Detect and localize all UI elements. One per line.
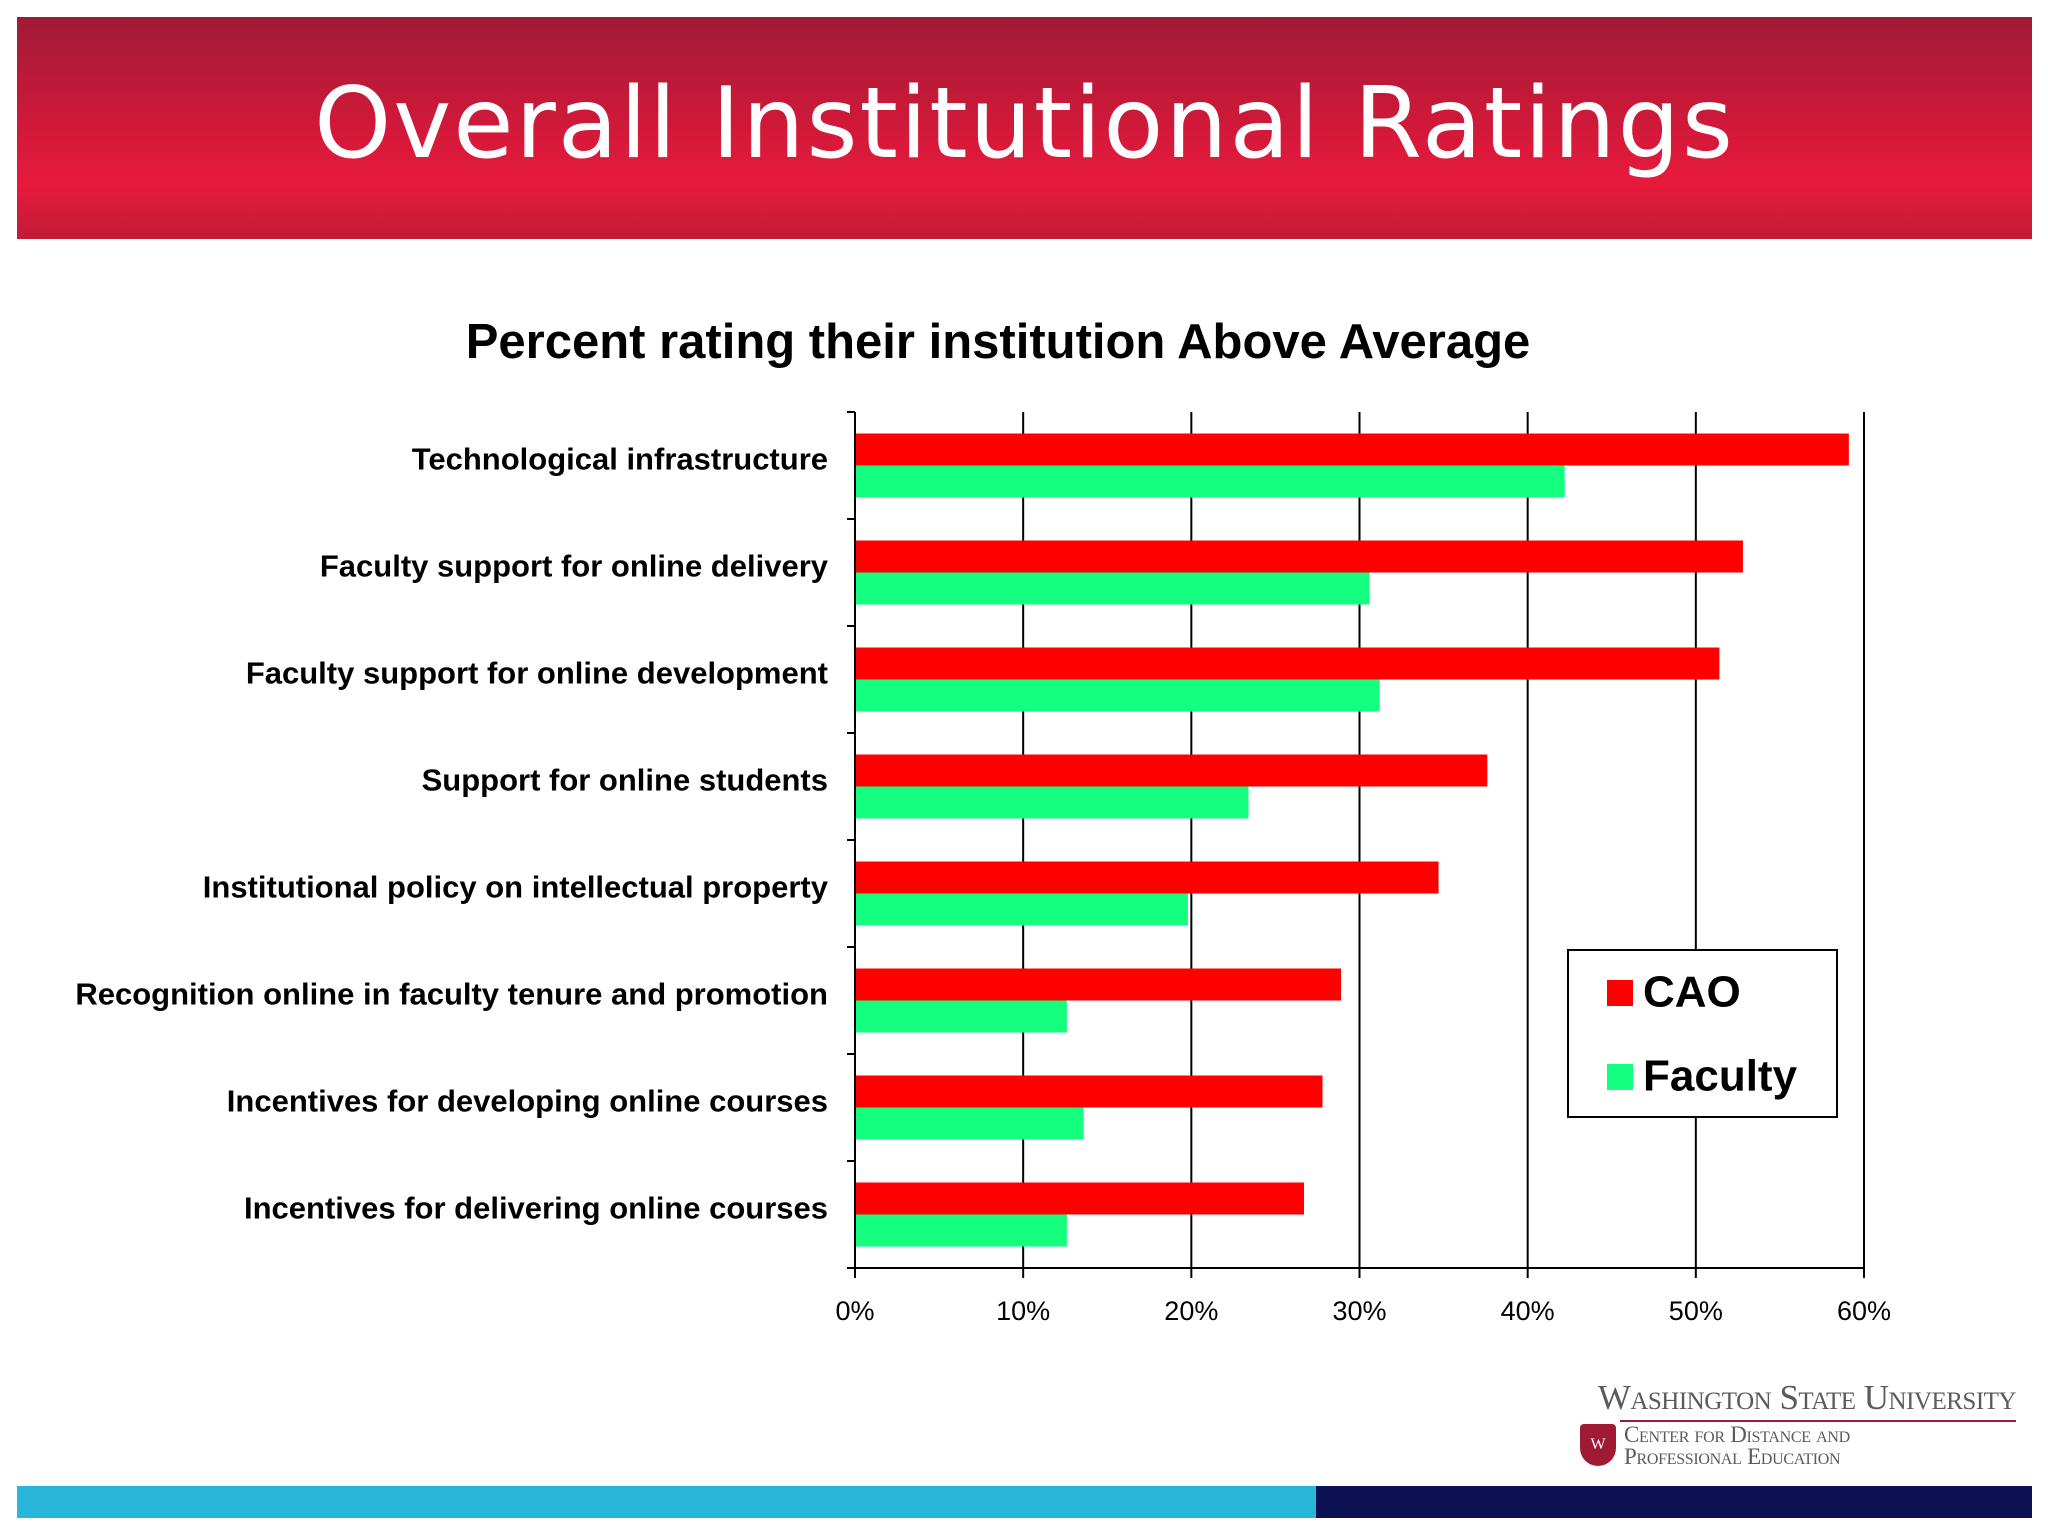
bar-cao (855, 540, 1743, 573)
bar-cao (855, 861, 1439, 894)
bar-cao (855, 968, 1342, 1001)
legend-swatch-cao (1607, 980, 1633, 1006)
category-label: Faculty support for online delivery (320, 549, 829, 584)
bar-cao (855, 1075, 1323, 1108)
category-label: Technological infrastructure (412, 442, 828, 477)
category-label: Recognition online in faculty tenure and… (75, 977, 828, 1012)
footer-bar-cyan (17, 1486, 1316, 1518)
bar-faculty (855, 786, 1249, 819)
legend-swatch-faculty (1607, 1064, 1633, 1090)
chart-title: Percent rating their institution Above A… (466, 315, 1531, 369)
category-label: Institutional policy on intellectual pro… (203, 870, 829, 905)
x-tick-label: 0% (835, 1296, 874, 1326)
bar-faculty (855, 572, 1370, 605)
title-banner: Overall Institutional Ratings (17, 17, 2032, 239)
x-tick-label: 50% (1669, 1296, 1723, 1326)
logo-divider (1620, 1420, 2016, 1422)
bar-faculty (855, 465, 1565, 498)
bar-cao (855, 647, 1720, 680)
bar-faculty (855, 679, 1380, 712)
x-tick-label: 30% (1332, 1296, 1386, 1326)
bar-faculty (855, 1214, 1067, 1247)
x-tick-label: 20% (1164, 1296, 1218, 1326)
bar-faculty (855, 1000, 1067, 1033)
bar-cao (855, 754, 1488, 787)
bar-faculty (855, 893, 1188, 926)
legend-label-cao: CAO (1643, 968, 1741, 1017)
footer-bar-navy (1316, 1486, 2032, 1518)
slide-title: Overall Institutional Ratings (314, 67, 1735, 181)
logo-university-name: Washington State University (1597, 1378, 2017, 1417)
category-label: Incentives for delivering online courses (244, 1191, 828, 1226)
bar-faculty (855, 1107, 1084, 1140)
bar-cao (855, 1182, 1305, 1215)
university-logo: Washington State University W Center for… (1536, 1378, 2017, 1469)
cougar-seal-icon: W (1580, 1424, 1616, 1466)
logo-unit-line1: Center for Distance and (1624, 1422, 1850, 1447)
x-tick-label: 60% (1837, 1296, 1891, 1326)
x-tick-label: 40% (1501, 1296, 1555, 1326)
category-label: Incentives for developing online courses (227, 1084, 828, 1119)
legend-label-faculty: Faculty (1643, 1052, 1798, 1101)
logo-unit-line2: Professional Education (1624, 1444, 1841, 1469)
category-label: Support for online students (422, 763, 828, 798)
x-tick-label: 10% (996, 1296, 1050, 1326)
bar-cao (855, 433, 1849, 466)
category-label: Faculty support for online development (246, 656, 828, 691)
